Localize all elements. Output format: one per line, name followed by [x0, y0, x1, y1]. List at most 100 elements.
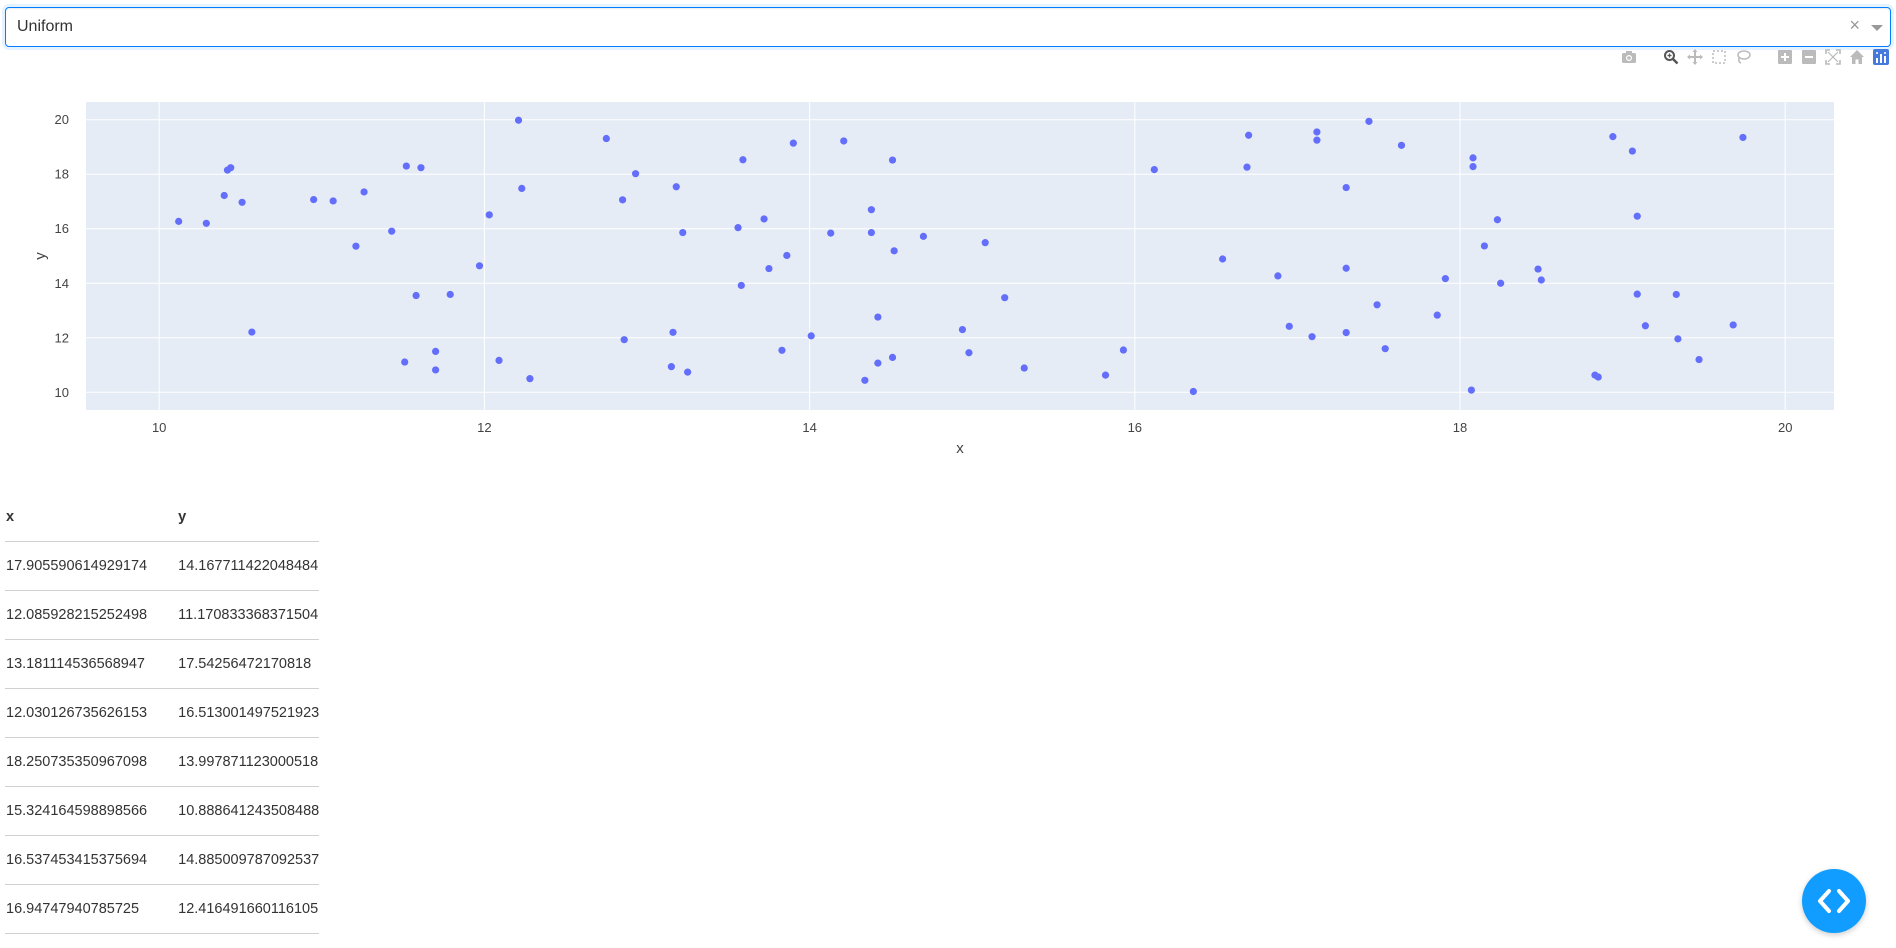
data-point[interactable] [778, 346, 786, 354]
data-point[interactable] [958, 325, 967, 334]
data-point[interactable] [840, 137, 848, 145]
data-point[interactable] [890, 247, 898, 255]
data-point[interactable] [888, 353, 897, 361]
data-point[interactable] [1609, 133, 1617, 141]
data-point[interactable] [807, 332, 815, 340]
data-point[interactable] [417, 164, 425, 172]
data-point[interactable] [1313, 136, 1321, 144]
scatter-plot-svg[interactable]: 10 12 14 16 18 20 10 12 14 16 18 20 x y [0, 70, 1896, 470]
data-point[interactable] [1245, 131, 1253, 139]
data-point[interactable] [1534, 265, 1542, 273]
data-point[interactable] [1397, 141, 1406, 149]
data-point[interactable] [1274, 272, 1282, 280]
data-point[interactable] [1101, 371, 1110, 379]
data-point[interactable] [1342, 264, 1350, 272]
data-point[interactable] [867, 228, 875, 237]
data-point[interactable] [874, 359, 882, 367]
data-point[interactable] [867, 206, 875, 214]
scatter-plot[interactable]: 10 12 14 16 18 20 10 12 14 16 18 20 x y [0, 70, 1896, 470]
data-point[interactable] [175, 217, 183, 225]
data-point[interactable] [789, 139, 797, 147]
data-point[interactable] [220, 191, 228, 200]
column-header-y[interactable]: y [177, 492, 320, 542]
data-point[interactable] [1308, 333, 1316, 341]
data-point[interactable] [446, 290, 454, 299]
data-point[interactable] [1469, 162, 1477, 171]
data-point[interactable] [684, 368, 692, 376]
zoom-in-icon[interactable] [1776, 48, 1794, 66]
data-point[interactable] [475, 262, 484, 270]
data-point[interactable] [485, 211, 493, 219]
data-point[interactable] [1480, 242, 1488, 250]
data-point[interactable] [1373, 301, 1381, 309]
data-point[interactable] [1497, 279, 1505, 287]
data-point[interactable] [1001, 294, 1009, 302]
data-point[interactable] [669, 328, 677, 336]
chevron-down-icon[interactable] [1871, 25, 1883, 31]
data-point[interactable] [1641, 322, 1649, 330]
data-point[interactable] [737, 281, 745, 290]
data-point[interactable] [1219, 255, 1227, 263]
data-point[interactable] [518, 184, 526, 193]
data-point[interactable] [1469, 154, 1477, 162]
data-point[interactable] [1433, 311, 1441, 319]
data-point[interactable] [401, 358, 409, 366]
data-point[interactable] [1672, 290, 1680, 299]
data-point[interactable] [919, 232, 928, 240]
clear-icon[interactable]: × [1849, 15, 1860, 35]
data-point[interactable] [734, 224, 742, 232]
data-point[interactable] [1674, 335, 1682, 343]
data-point[interactable] [1150, 165, 1158, 174]
data-point[interactable] [1633, 290, 1641, 298]
data-point[interactable] [1119, 346, 1128, 354]
pan-icon[interactable] [1686, 48, 1704, 66]
data-point[interactable] [238, 198, 246, 206]
data-point[interactable] [1381, 345, 1389, 353]
data-point[interactable] [1243, 163, 1251, 171]
zoom-out-icon[interactable] [1800, 48, 1818, 66]
data-point[interactable] [1729, 321, 1737, 329]
data-point[interactable] [388, 227, 396, 235]
data-point[interactable] [981, 239, 989, 247]
data-point[interactable] [672, 183, 680, 191]
data-point[interactable] [1739, 133, 1747, 142]
column-header-x[interactable]: x [5, 492, 178, 542]
data-point[interactable] [632, 170, 640, 178]
data-point[interactable] [1342, 183, 1350, 192]
camera-icon[interactable] [1620, 48, 1638, 66]
data-point[interactable] [760, 215, 768, 223]
data-point[interactable] [412, 291, 420, 300]
data-point[interactable] [526, 375, 534, 383]
box-select-icon[interactable] [1710, 48, 1728, 66]
code-toggle-button[interactable] [1802, 869, 1866, 933]
data-point[interactable] [1633, 212, 1641, 220]
data-point[interactable] [765, 264, 773, 273]
data-point[interactable] [1441, 275, 1449, 283]
data-point[interactable] [402, 162, 410, 170]
data-point[interactable] [360, 188, 368, 196]
distribution-dropdown[interactable]: Uniform × [5, 7, 1891, 47]
data-point[interactable] [965, 349, 973, 357]
data-point[interactable] [667, 363, 675, 371]
data-point[interactable] [874, 313, 882, 321]
data-point[interactable] [1313, 128, 1321, 136]
data-point[interactable] [1189, 387, 1197, 396]
plot-area[interactable] [86, 102, 1834, 410]
data-point[interactable] [888, 156, 897, 164]
plotly-logo-icon[interactable] [1872, 48, 1890, 66]
zoom-icon[interactable] [1662, 48, 1680, 66]
data-point[interactable] [783, 251, 791, 260]
data-point[interactable] [248, 328, 256, 336]
data-point[interactable] [227, 164, 235, 172]
data-point[interactable] [352, 242, 360, 250]
data-point[interactable] [1493, 216, 1502, 224]
data-point[interactable] [1020, 364, 1028, 372]
data-point[interactable] [495, 356, 503, 364]
data-point[interactable] [432, 347, 440, 355]
data-point[interactable] [827, 229, 835, 237]
data-point[interactable] [739, 156, 747, 164]
data-point[interactable] [679, 228, 687, 237]
data-point[interactable] [1365, 117, 1373, 125]
reset-axes-icon[interactable] [1848, 48, 1866, 66]
data-point[interactable] [1594, 373, 1602, 381]
